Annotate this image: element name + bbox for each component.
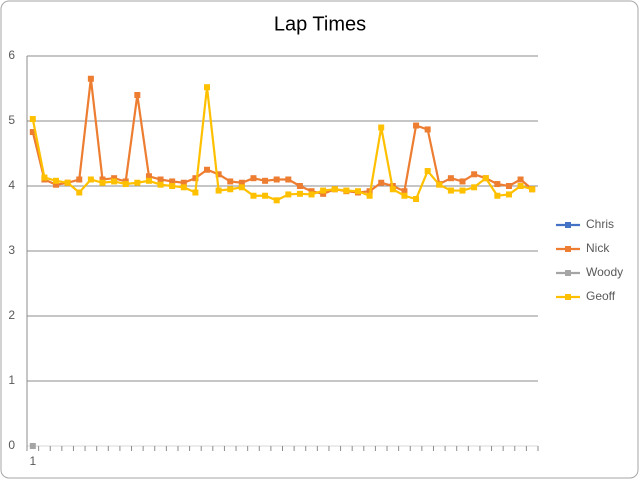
- point: [296, 183, 303, 189]
- point: [134, 92, 141, 98]
- point: [505, 183, 512, 189]
- point: [471, 184, 478, 191]
- legend-marker: [565, 294, 571, 300]
- point: [145, 177, 152, 184]
- y-tick-label: 3: [8, 243, 15, 257]
- x-tick-label: 1: [29, 454, 36, 468]
- point: [494, 181, 501, 188]
- point: [238, 179, 245, 186]
- legend-marker: [565, 222, 571, 228]
- point: [29, 443, 36, 449]
- point: [517, 176, 524, 183]
- point: [354, 188, 361, 195]
- legend-label: Chris: [586, 217, 614, 231]
- point: [285, 191, 292, 198]
- point: [238, 184, 245, 191]
- point: [471, 171, 478, 178]
- point: [296, 190, 303, 197]
- point: [157, 181, 164, 188]
- point: [204, 84, 211, 91]
- point: [343, 187, 350, 194]
- point: [111, 175, 118, 182]
- point: [273, 197, 280, 204]
- point: [204, 166, 211, 173]
- point: [180, 184, 187, 191]
- point: [459, 187, 466, 194]
- point: [76, 176, 83, 183]
- chart-title: Lap Times: [274, 13, 366, 35]
- y-tick-label: 0: [8, 438, 15, 452]
- point: [29, 129, 36, 136]
- point: [378, 179, 385, 186]
- point: [122, 181, 129, 188]
- point: [447, 175, 454, 182]
- y-tick-label: 6: [8, 48, 15, 62]
- point: [482, 175, 489, 182]
- point: [134, 179, 141, 186]
- point: [320, 190, 327, 197]
- point: [41, 174, 48, 181]
- point: [424, 126, 431, 133]
- point: [215, 187, 222, 194]
- point: [192, 175, 199, 182]
- point: [250, 175, 257, 182]
- point: [262, 177, 269, 184]
- point: [273, 176, 280, 183]
- legend-label: Nick: [586, 241, 610, 255]
- point: [436, 181, 443, 188]
- y-tick-label: 1: [8, 373, 15, 387]
- point: [447, 187, 454, 194]
- point: [180, 179, 187, 186]
- point: [87, 176, 94, 183]
- point: [192, 189, 199, 196]
- point: [389, 186, 396, 193]
- legend-marker: [565, 270, 571, 276]
- point: [29, 116, 36, 123]
- point: [87, 75, 94, 82]
- point: [308, 188, 315, 195]
- y-tick-label: 5: [8, 113, 15, 127]
- legend-marker: [565, 246, 571, 252]
- point: [227, 178, 234, 185]
- point: [169, 183, 176, 189]
- point: [99, 179, 106, 186]
- point: [215, 171, 222, 178]
- point: [64, 179, 71, 186]
- point: [378, 124, 385, 131]
- point: [111, 178, 118, 185]
- point: [145, 173, 152, 180]
- point: [76, 189, 83, 196]
- legend-label: Geoff: [586, 289, 616, 303]
- point: [285, 176, 292, 183]
- point: [517, 183, 524, 189]
- point: [424, 168, 431, 175]
- point: [401, 192, 408, 199]
- point: [99, 176, 106, 183]
- y-tick-label: 4: [8, 178, 15, 192]
- point: [494, 192, 501, 199]
- point: [250, 192, 257, 199]
- point: [331, 186, 338, 193]
- point: [308, 191, 315, 198]
- point: [169, 178, 176, 185]
- point: [401, 188, 408, 195]
- legend-label: Woody: [586, 265, 623, 279]
- point: [320, 187, 327, 194]
- point: [366, 192, 373, 199]
- point: [53, 181, 60, 188]
- point: [529, 186, 536, 193]
- point: [505, 191, 512, 198]
- point: [413, 196, 420, 202]
- point: [227, 186, 234, 193]
- point: [459, 178, 466, 185]
- point: [157, 176, 164, 183]
- point: [413, 122, 420, 129]
- y-tick-label: 2: [8, 308, 15, 322]
- point: [53, 177, 60, 184]
- point: [262, 192, 269, 199]
